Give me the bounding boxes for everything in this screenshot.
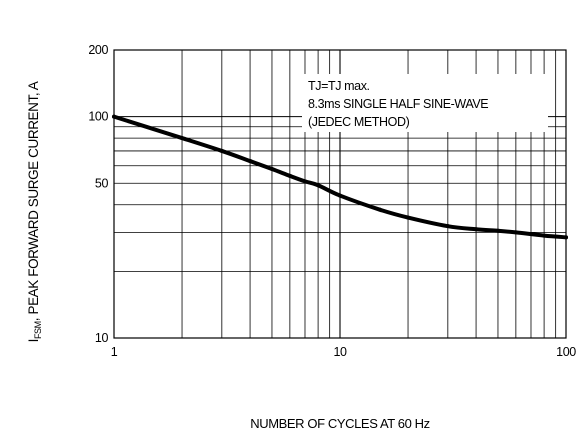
y-tick-label: 200 <box>88 43 108 57</box>
plot-frame <box>113 49 567 339</box>
data-point <box>180 136 185 141</box>
data-point <box>542 233 547 238</box>
data-point <box>248 159 253 164</box>
y-axis-label-symbol: I <box>26 339 41 342</box>
x-tick-label: 100 <box>556 345 576 359</box>
data-point <box>287 173 292 178</box>
data-point <box>302 179 307 184</box>
data-point <box>338 193 342 198</box>
series-layer <box>112 114 568 240</box>
data-point <box>445 224 450 229</box>
data-point <box>112 114 116 119</box>
data-point <box>406 215 411 220</box>
data-point <box>495 228 500 233</box>
y-tick-label: 100 <box>88 110 108 124</box>
y-tick-label: 10 <box>95 331 109 345</box>
y-tick-label: 50 <box>95 176 109 190</box>
data-point <box>219 148 224 153</box>
x-axis-label: NUMBER OF CYCLES AT 60 Hz <box>250 416 430 431</box>
data-point <box>269 167 274 172</box>
data-point <box>564 235 568 240</box>
annotation-line-1: TJ=TJ max. <box>308 79 370 93</box>
annotation-line-3: (JEDEC METHOD) <box>308 115 410 129</box>
y-axis-label-subscript: FSM <box>33 321 43 339</box>
data-point <box>377 207 382 212</box>
y-axis-label: IFSM, PEAK FORWARD SURGE CURRENT, A <box>26 81 43 342</box>
x-tick-label: 1 <box>111 345 118 359</box>
annotation-box: TJ=TJ max. 8.3ms SINGLE HALF SINE-WAVE (… <box>302 74 548 132</box>
x-tick-label: 10 <box>333 345 347 359</box>
data-point <box>316 183 321 188</box>
y-axis-label-text: , PEAK FORWARD SURGE CURRENT, A <box>26 81 41 321</box>
data-point <box>513 230 518 235</box>
data-point <box>474 227 479 232</box>
annotation-background <box>302 74 548 132</box>
annotation-line-2: 8.3ms SINGLE HALF SINE-WAVE <box>308 97 488 111</box>
